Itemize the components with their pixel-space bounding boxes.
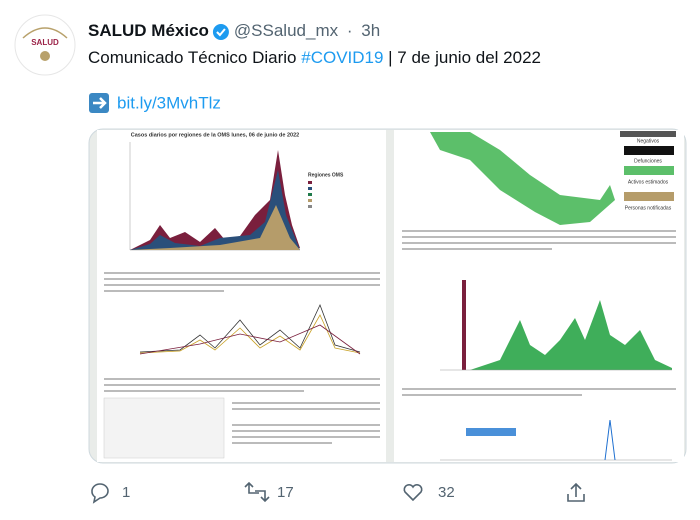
line bbox=[232, 430, 380, 432]
line bbox=[402, 230, 676, 232]
line bbox=[402, 236, 676, 238]
tweet-text: Comunicado Técnico Diario #COVID19 | 7 d… bbox=[88, 48, 541, 67]
badge-check bbox=[216, 28, 226, 37]
stat-box bbox=[624, 192, 674, 201]
area bbox=[130, 170, 300, 250]
left-title: Casos diarios por regiones de la OMS lun… bbox=[131, 132, 299, 138]
avatar-circle bbox=[14, 14, 76, 76]
line bbox=[104, 384, 380, 386]
spike bbox=[604, 419, 616, 461]
hashtag[interactable]: #COVID19 bbox=[301, 48, 383, 67]
text-before: Comunicado Técnico Diario bbox=[88, 48, 301, 67]
callout bbox=[466, 428, 516, 436]
stat-box bbox=[624, 166, 674, 175]
line bbox=[104, 284, 380, 286]
avatar-emblem bbox=[40, 51, 50, 61]
reply-count: 1 bbox=[122, 484, 130, 501]
text-after: | 7 de junio del 2022 bbox=[383, 48, 541, 67]
like-icon[interactable] bbox=[403, 483, 423, 502]
share-icon[interactable] bbox=[567, 482, 585, 502]
like-count: 32 bbox=[438, 484, 455, 501]
time[interactable]: 3h bbox=[361, 21, 380, 40]
line bbox=[104, 290, 224, 292]
line bbox=[104, 378, 380, 380]
swatch bbox=[308, 181, 312, 184]
area bbox=[130, 150, 300, 250]
stat-label: Defunciones bbox=[634, 158, 662, 164]
line bbox=[104, 390, 304, 392]
line bbox=[232, 424, 380, 426]
stat-label: Activos estimados bbox=[628, 179, 669, 185]
line bbox=[402, 242, 676, 244]
arrow-emoji-glyph bbox=[93, 97, 107, 109]
bar bbox=[462, 280, 466, 370]
stat-box bbox=[624, 146, 674, 155]
line bbox=[402, 394, 582, 396]
retweet-icon[interactable] bbox=[244, 481, 270, 503]
map bbox=[430, 132, 615, 225]
line bbox=[232, 402, 380, 404]
stat-label: Negativos bbox=[637, 138, 660, 144]
bars-area bbox=[470, 300, 672, 370]
stat-box bbox=[620, 131, 676, 137]
text-lines bbox=[402, 230, 676, 396]
actions bbox=[91, 481, 585, 504]
swatch bbox=[308, 187, 312, 190]
line bbox=[402, 388, 676, 390]
series-line bbox=[139, 303, 361, 353]
swatch bbox=[308, 205, 312, 208]
legend-title: Regiones OMS bbox=[308, 172, 344, 178]
line bbox=[104, 272, 380, 274]
small-table bbox=[103, 397, 225, 459]
line bbox=[232, 436, 380, 438]
retweet-count: 17 bbox=[277, 484, 294, 501]
series-line bbox=[139, 324, 361, 355]
display-name[interactable]: SALUD México bbox=[88, 21, 209, 40]
separator: · bbox=[347, 21, 353, 40]
badge-circle bbox=[212, 24, 229, 40]
avatar-arc bbox=[22, 27, 68, 39]
area bbox=[130, 205, 300, 250]
line bbox=[104, 278, 380, 280]
link[interactable]: bit.ly/3MvhTlz bbox=[117, 93, 221, 112]
avatar-label: SALUD bbox=[31, 38, 59, 47]
stat-label: Personas notificadas bbox=[625, 205, 672, 211]
line bbox=[232, 442, 332, 444]
swatch bbox=[308, 199, 312, 202]
tweet-header: SALUD México bbox=[88, 21, 209, 40]
legend-swatches bbox=[308, 181, 312, 208]
avatar[interactable]: SALUD bbox=[14, 14, 76, 76]
reply-icon[interactable] bbox=[91, 483, 109, 504]
handle[interactable]: @SSalud_mx bbox=[234, 21, 339, 40]
verified-badge bbox=[212, 24, 229, 40]
text-lines bbox=[104, 272, 380, 444]
series-line bbox=[139, 314, 361, 354]
line bbox=[232, 408, 380, 410]
tweet-meta: @SSalud_mx · 3h bbox=[234, 21, 380, 40]
swatch bbox=[308, 193, 312, 196]
attached-image[interactable]: Casos diarios por regiones de la OMS lun… bbox=[88, 128, 687, 464]
line bbox=[402, 248, 552, 250]
